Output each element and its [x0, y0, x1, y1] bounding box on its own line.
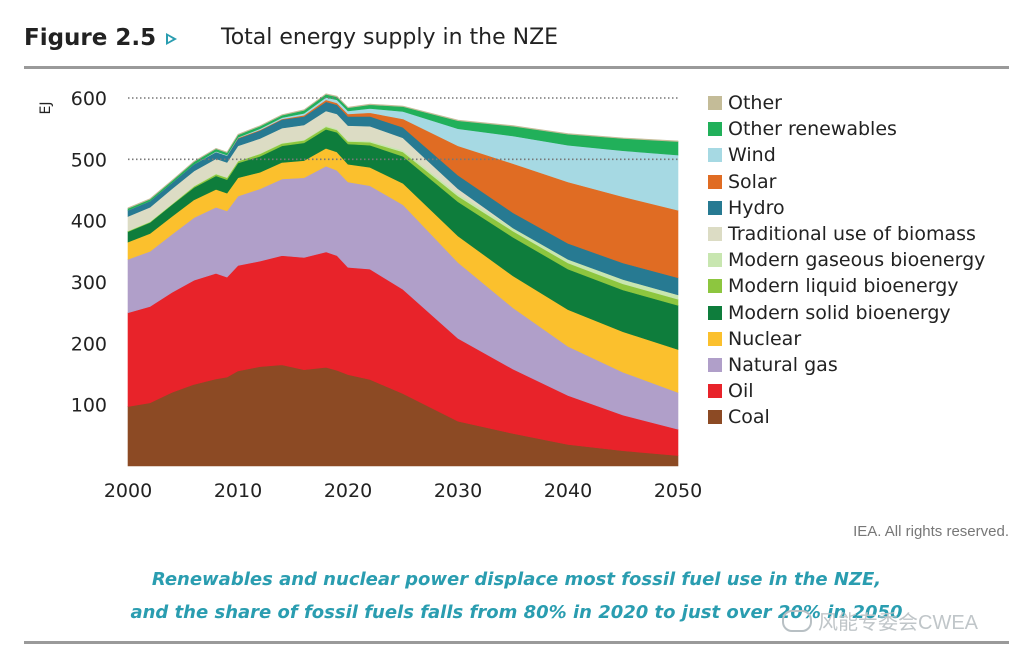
- legend-swatch: [708, 148, 722, 163]
- legend-label: Modern gaseous bioenergy: [728, 249, 986, 272]
- legend-item-other: Other: [708, 90, 985, 116]
- legend-label: Hydro: [728, 196, 785, 219]
- y-axis-ticks: 100 200 300 400 500 600: [71, 88, 107, 417]
- y-tick-100: 100: [71, 395, 107, 417]
- figure-header: Figure 2.5: [24, 20, 178, 56]
- legend-item-modern-gaseous-bioenergy: Modern gaseous bioenergy: [708, 247, 985, 273]
- x-tick-2040: 2040: [544, 480, 592, 502]
- y-tick-200: 200: [71, 333, 107, 355]
- legend-swatch: [708, 122, 722, 137]
- y-tick-500: 500: [71, 149, 107, 171]
- legend-item-hydro: Hydro: [708, 195, 985, 221]
- legend-label: Wind: [728, 144, 776, 167]
- legend-item-wind: Wind: [708, 142, 985, 168]
- y-tick-300: 300: [71, 272, 107, 294]
- figure-number: Figure 2.5: [24, 25, 157, 51]
- chart-legend: Other Other renewables Wind Solar Hydro Tradi…: [708, 90, 985, 430]
- legend-label: Traditional use of biomass: [728, 223, 976, 246]
- y-tick-600: 600: [71, 88, 107, 110]
- series-areas: [127, 93, 679, 467]
- wechat-icon: [782, 609, 812, 632]
- legend-label: Other: [728, 92, 782, 115]
- x-axis-ticks: 2000 2010 2020 2030 2040 2050: [104, 480, 702, 502]
- legend-swatch: [708, 227, 722, 242]
- watermark: 风能专委会CWEA: [782, 606, 978, 635]
- area-other: [127, 93, 679, 209]
- x-tick-2050: 2050: [654, 480, 702, 502]
- x-tick-2030: 2030: [434, 480, 482, 502]
- legend-item-modern-liquid-bioenergy: Modern liquid bioenergy: [708, 273, 985, 299]
- legend-label: Oil: [728, 380, 754, 403]
- legend-item-coal: Coal: [708, 404, 985, 430]
- legend-item-modern-solid-bioenergy: Modern solid bioenergy: [708, 300, 985, 326]
- x-tick-2010: 2010: [214, 480, 262, 502]
- bottom-rule: [24, 641, 1009, 644]
- legend-swatch: [708, 331, 722, 346]
- figure-title: Total energy supply in the NZE: [221, 25, 559, 50]
- x-tick-2020: 2020: [324, 480, 372, 502]
- legend-label: Solar: [728, 170, 777, 193]
- y-axis-label: EJ: [38, 102, 54, 115]
- legend-item-nuclear: Nuclear: [708, 326, 985, 352]
- legend-swatch: [708, 200, 722, 215]
- legend-label: Modern liquid bioenergy: [728, 275, 959, 298]
- copyright-credit: IEA. All rights reserved.: [853, 523, 1009, 540]
- legend-swatch: [708, 410, 722, 425]
- legend-swatch: [708, 384, 722, 399]
- figure-arrow-icon: [166, 33, 178, 45]
- legend-item-solar: Solar: [708, 169, 985, 195]
- legend-item-other-renewables: Other renewables: [708, 116, 985, 142]
- y-tick-400: 400: [71, 211, 107, 233]
- legend-label: Coal: [728, 406, 770, 429]
- legend-swatch: [708, 357, 722, 372]
- legend-swatch: [708, 279, 722, 294]
- caption-line-1: Renewables and nuclear power displace mo…: [151, 569, 882, 590]
- legend-label: Natural gas: [728, 353, 838, 376]
- top-rule: [24, 66, 1009, 69]
- legend-item-traditional-use-of-biomass: Traditional use of biomass: [708, 221, 985, 247]
- legend-swatch: [708, 253, 722, 268]
- legend-swatch: [708, 305, 722, 320]
- x-tick-2000: 2000: [104, 480, 152, 502]
- legend-label: Nuclear: [728, 327, 802, 350]
- legend-swatch: [708, 96, 722, 111]
- legend-label: Modern solid bioenergy: [728, 301, 951, 324]
- watermark-text: 风能专委会CWEA: [818, 612, 978, 634]
- legend-label: Other renewables: [728, 118, 897, 141]
- caption-line-2: and the share of fossil fuels falls from…: [130, 602, 903, 623]
- legend-item-natural-gas: Natural gas: [708, 352, 985, 378]
- legend-item-oil: Oil: [708, 378, 985, 404]
- legend-swatch: [708, 174, 722, 189]
